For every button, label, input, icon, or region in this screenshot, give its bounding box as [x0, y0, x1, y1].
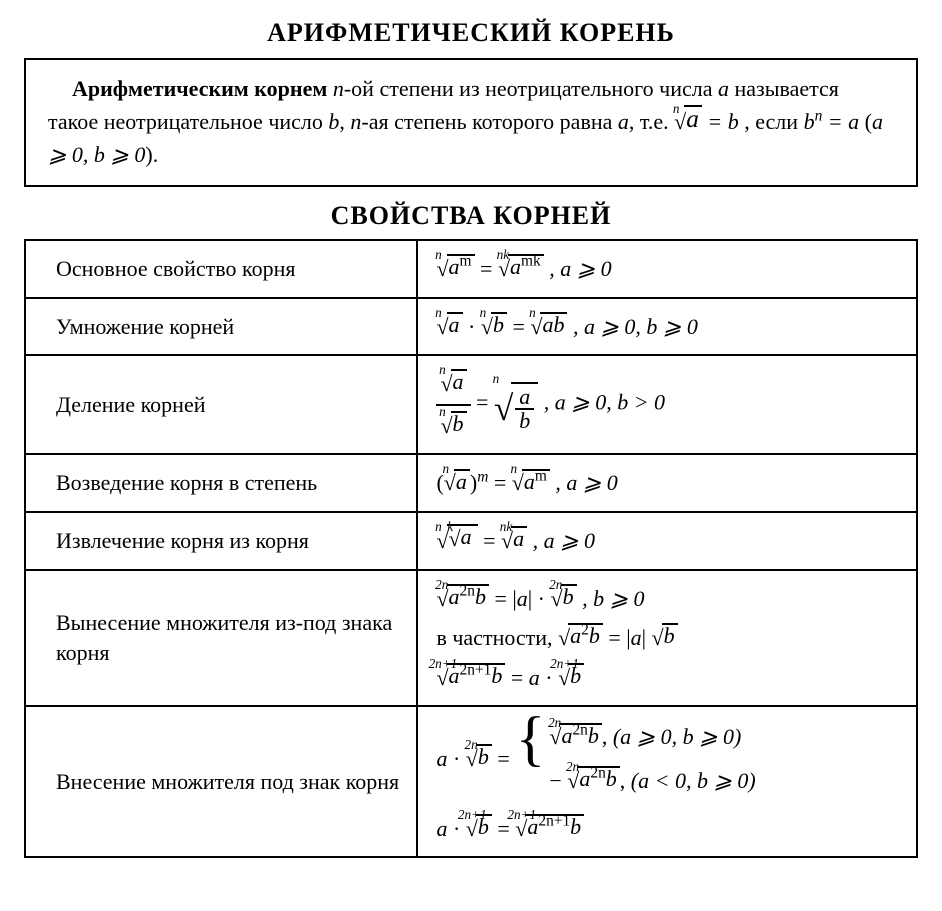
var-a2: a: [618, 109, 629, 134]
row-formula: n√a · n√b = n√ab , a ⩾ 0, b ⩾ 0: [417, 298, 917, 356]
row-formula: 2n√a2nb = |a| · 2n√b , b ⩾ 0 в частности…: [417, 570, 917, 707]
var-n: n: [333, 76, 344, 101]
row-label: Основное свойство корня: [25, 240, 417, 298]
row-label: Деление корней: [25, 355, 417, 454]
row-label: Внесение множителя под знак корня: [25, 706, 417, 857]
def-ie: , т.е.: [629, 109, 674, 134]
properties-table: Основное свойство корня n√am = nk√amk , …: [24, 239, 918, 858]
row-formula: n√a n√b = n√ ab , a ⩾ 0, b > 0: [417, 355, 917, 454]
row-label: Извлечение корня из корня: [25, 512, 417, 570]
section-title: СВОЙСТВА КОРНЕЙ: [18, 201, 924, 231]
table-row: Основное свойство корня n√am = nk√amk , …: [25, 240, 917, 298]
row-formula: a · 2n√b = { 2n√a2nb, (a ⩾ 0, b ⩾ 0) − 2…: [417, 706, 917, 857]
table-row: Вынесение множителя из-под знака корня 2…: [25, 570, 917, 707]
table-row: Извлечение корня из корня n√ k√a = nk√a …: [25, 512, 917, 570]
page-title: АРИФМЕТИЧЕСКИЙ КОРЕНЬ: [18, 18, 924, 48]
table-row: Деление корней n√a n√b = n√ ab , a ⩾ 0, …: [25, 355, 917, 454]
def-if: , если: [744, 109, 803, 134]
var-n2: n: [350, 109, 361, 134]
table-row: Возведение корня в степень (n√a)m = n√am…: [25, 454, 917, 512]
row-label: Умножение корней: [25, 298, 417, 356]
row-label: Вынесение множителя из-под знака корня: [25, 570, 417, 707]
def-formula-bn: bn = a: [804, 109, 860, 134]
definition-box: Арифметическим корнем n-ой степени из не…: [24, 58, 918, 187]
row-label: Возведение корня в степень: [25, 454, 417, 512]
definition-lead: Арифметическим корнем: [72, 76, 327, 101]
table-row: Внесение множителя под знак корня a · 2n…: [25, 706, 917, 857]
def-text-3: -ая степень которого равна: [361, 109, 617, 134]
def-comma: ,: [339, 109, 350, 134]
def-text-1: -ой степени из неотрицательного числа: [344, 76, 718, 101]
def-formula-radical: n√a = b: [674, 109, 744, 134]
table-row: Умножение корней n√a · n√b = n√ab , a ⩾ …: [25, 298, 917, 356]
row-formula: (n√a)m = n√am , a ⩾ 0: [417, 454, 917, 512]
var-b: b: [328, 109, 339, 134]
row-formula: n√ k√a = nk√a , a ⩾ 0: [417, 512, 917, 570]
row-formula: n√am = nk√amk , a ⩾ 0: [417, 240, 917, 298]
var-a: a: [718, 76, 729, 101]
